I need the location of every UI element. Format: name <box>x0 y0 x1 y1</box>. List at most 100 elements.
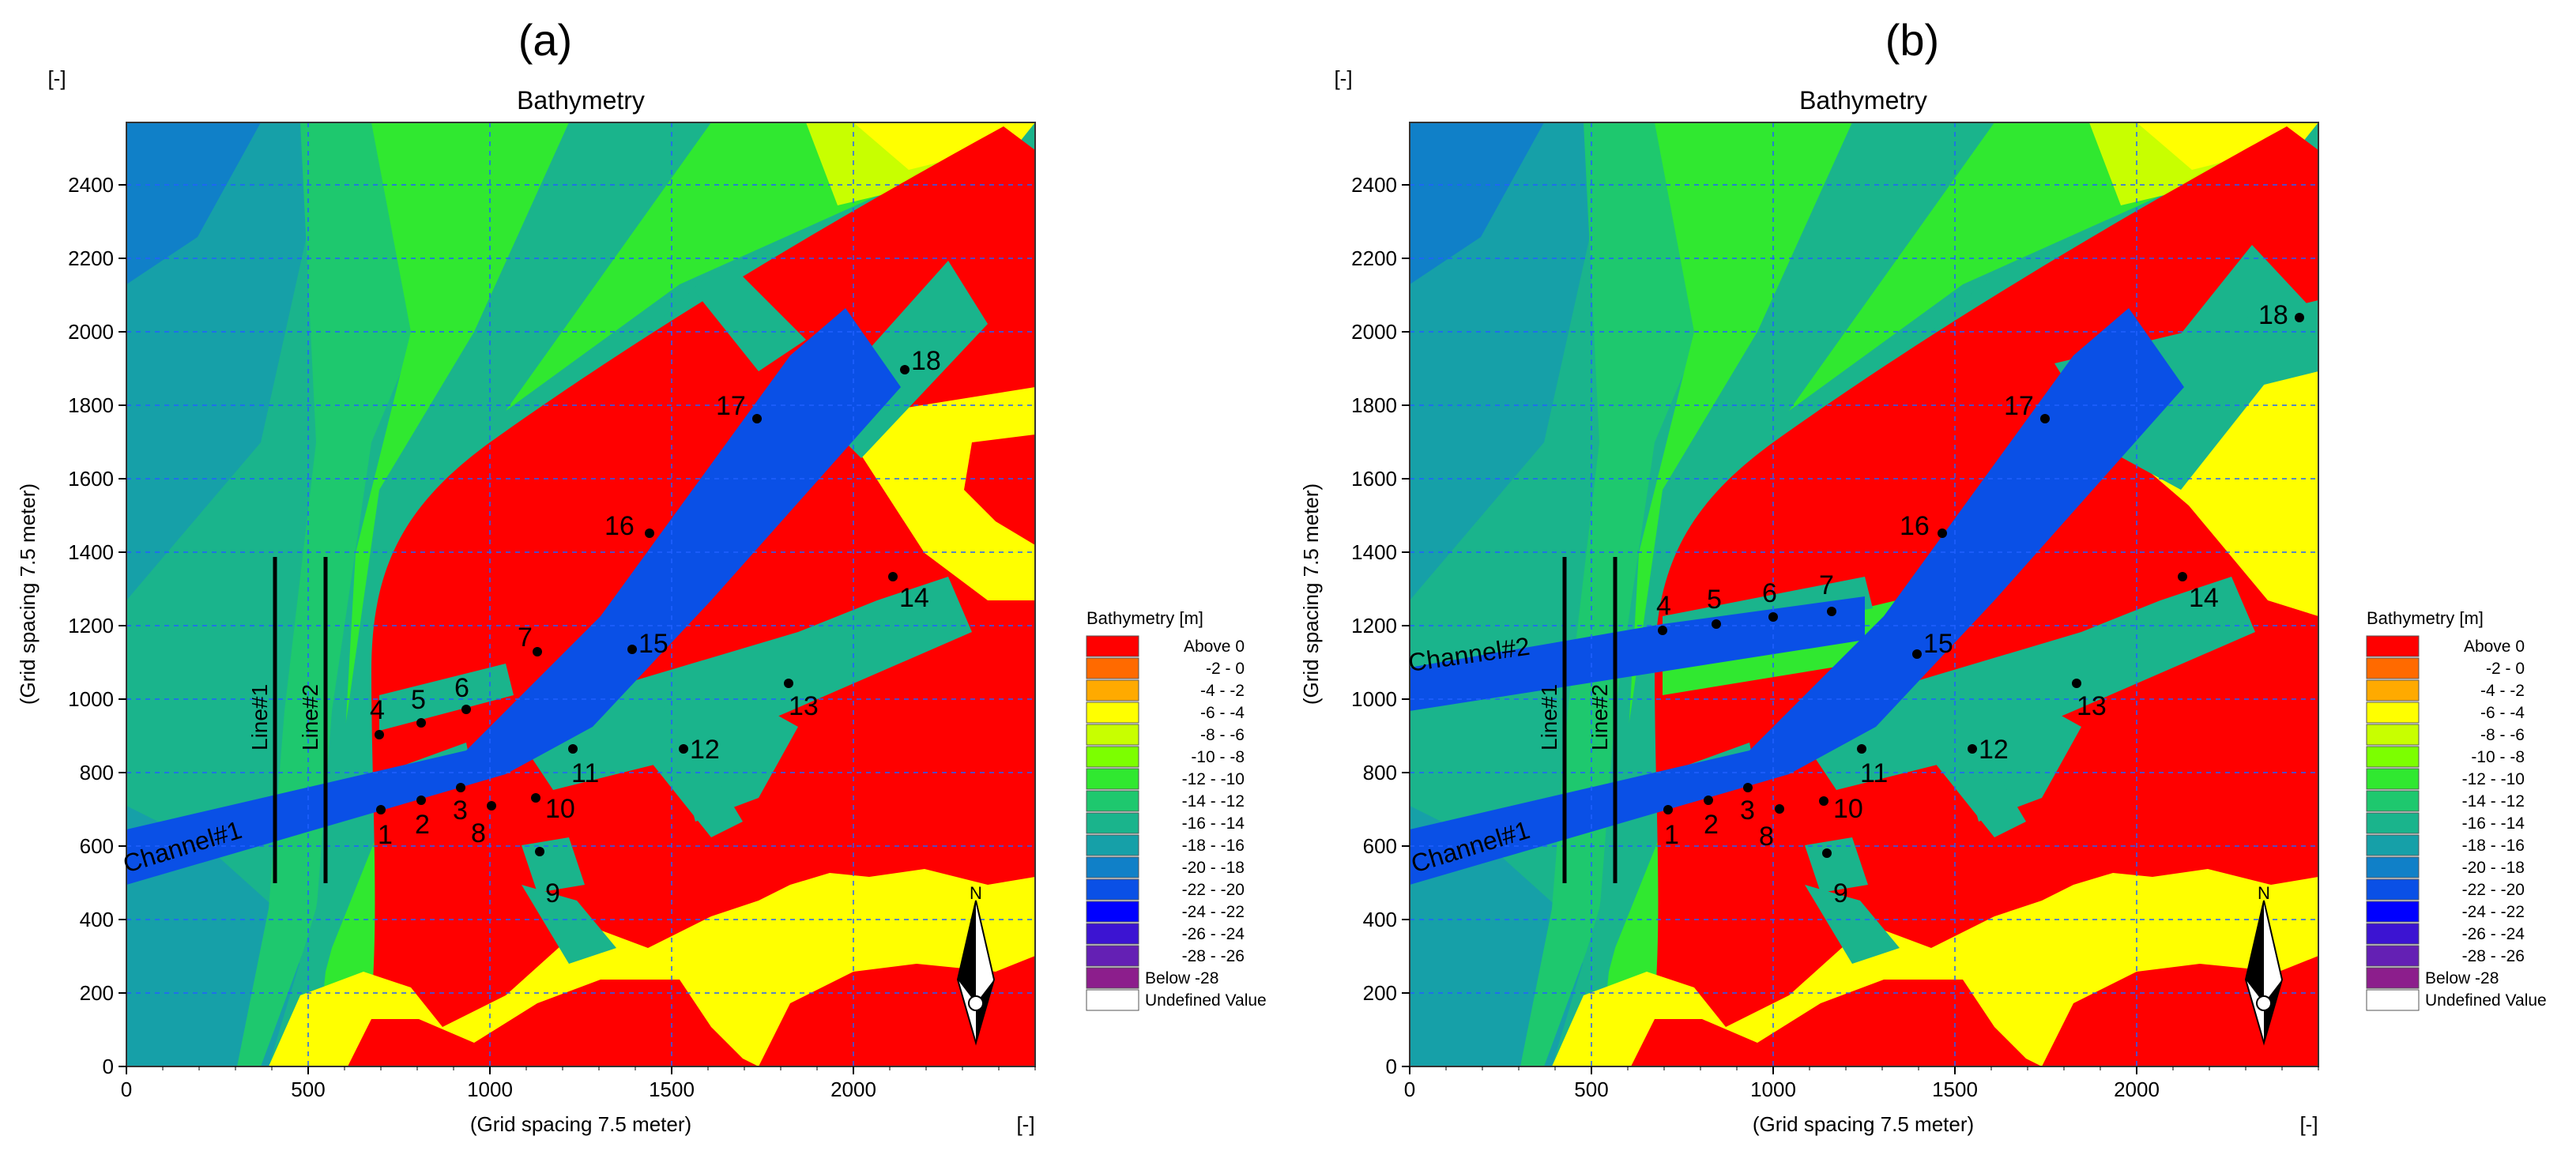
legend-label: -16 - -14 <box>2462 814 2525 833</box>
station-labels: 1 2 3 4 5 6 7 8 9 10 11 12 13 14 15 16 1… <box>1656 300 2288 908</box>
station-label: 17 <box>2004 391 2034 421</box>
station-label: 9 <box>545 878 560 908</box>
legend-label: -18 - -16 <box>1182 837 1245 855</box>
legend-label: -18 - -16 <box>2462 837 2525 855</box>
legend-swatch <box>2366 901 2420 923</box>
y-axis-label: (Grid spacing 7.5 meter) <box>16 483 40 705</box>
legend-label: Undefined Value <box>1145 991 1267 1010</box>
y-tick-label: 0 <box>103 1055 114 1078</box>
legend-swatch <box>2366 989 2420 1011</box>
station-label: 1 <box>378 820 393 850</box>
legend-swatch <box>2366 878 2420 901</box>
station-label: 10 <box>1833 794 1863 824</box>
legend-swatch <box>2366 856 2420 878</box>
map-title: Bathymetry <box>517 86 645 115</box>
station-label: 8 <box>1759 822 1774 852</box>
line-2-label: Line#2 <box>298 684 322 750</box>
legend-swatch <box>1086 967 1139 989</box>
x-axis-ticks: 0 500 1000 1500 2000 <box>121 1066 1036 1101</box>
legend-label: -20 - -18 <box>2462 859 2525 877</box>
legend-label: -24 - -22 <box>2462 903 2525 921</box>
legend-swatch <box>2366 834 2420 856</box>
station-label: 7 <box>1819 570 1834 600</box>
panel-caption: (b) <box>1885 15 1939 65</box>
x-tick-label: 2000 <box>2114 1078 2160 1101</box>
y-tick-label: 400 <box>1363 908 1397 931</box>
legend-swatch <box>1086 834 1139 856</box>
y-tick-label: 2400 <box>1351 173 1397 197</box>
y-tick-label: 2200 <box>1351 246 1397 270</box>
legend-label: -4 - -2 <box>1200 682 1245 700</box>
legend-label: -14 - -12 <box>2462 792 2525 811</box>
unit-y-label: [-] <box>1334 66 1352 90</box>
legend-label: Below -28 <box>1145 969 1218 987</box>
panel-b: (b) [-] Bathymetry <box>1299 15 2547 1136</box>
station-label: 8 <box>471 818 486 848</box>
station-label: 6 <box>454 673 469 703</box>
station-label: 11 <box>1860 758 1888 788</box>
line-1-label: Line#1 <box>247 684 272 750</box>
legend-swatch <box>1086 923 1139 945</box>
legend-title: Bathymetry [m] <box>1087 608 1203 628</box>
station-label: 1 <box>1664 820 1679 850</box>
station-label: 17 <box>716 391 746 421</box>
legend-label: Below -28 <box>2425 969 2499 987</box>
station-label: 18 <box>911 346 941 376</box>
legend-swatch <box>1086 878 1139 901</box>
legend-label: -10 - -8 <box>2471 748 2525 766</box>
y-tick-label: 1400 <box>1351 540 1397 564</box>
legend-label: -14 - -12 <box>1182 792 1245 811</box>
unit-x-label: [-] <box>2299 1112 2318 1136</box>
legend-swatch <box>1086 856 1139 878</box>
station-label: 15 <box>638 629 668 659</box>
station-label: 5 <box>1707 585 1722 615</box>
y-tick-label: 1200 <box>68 614 114 638</box>
legend-swatch <box>2366 679 2420 701</box>
legend-label: -16 - -14 <box>1182 814 1245 833</box>
svg-text:N: N <box>2258 883 2270 903</box>
legend-swatch <box>2366 701 2420 724</box>
x-tick-label: 0 <box>121 1078 132 1101</box>
legend: Bathymetry [m] Above 0 -2 - 0 -4 - -2 -6 - … <box>1086 608 1267 1011</box>
legend-label: -22 - -20 <box>2462 881 2525 899</box>
legend-swatch <box>2366 657 2420 679</box>
station-label: 5 <box>411 685 426 715</box>
legend-label: -28 - -26 <box>1182 947 1245 965</box>
station-label: 3 <box>453 796 468 826</box>
y-tick-label: 1400 <box>68 540 114 564</box>
unit-x-label: [-] <box>1016 1112 1034 1136</box>
y-tick-label: 600 <box>1363 834 1397 858</box>
station-label: 4 <box>1656 591 1671 621</box>
station-markers <box>1658 313 2304 858</box>
y-tick-label: 1600 <box>1351 467 1397 491</box>
map-area <box>1410 122 2318 1066</box>
y-tick-label: 2200 <box>68 246 114 270</box>
y-tick-label: 1600 <box>68 467 114 491</box>
panel-caption: (a) <box>518 15 572 65</box>
y-tick-label: 400 <box>80 908 114 931</box>
legend-swatch <box>1086 768 1139 790</box>
y-tick-label: 0 <box>1386 1055 1397 1078</box>
legend-swatch <box>1086 746 1139 768</box>
station-label: 2 <box>415 810 430 840</box>
y-axis-ticks: 0 200 400 600 800 1000 1200 1400 1600 1800 2000 220… <box>68 173 126 1078</box>
legend-swatch <box>1086 724 1139 746</box>
x-axis-label: (Grid spacing 7.5 meter) <box>1753 1112 1974 1136</box>
station-label: 13 <box>2077 691 2107 721</box>
legend-label: -20 - -18 <box>1182 859 1245 877</box>
legend-label: -2 - 0 <box>2486 660 2525 678</box>
map-title: Bathymetry <box>1799 86 1927 115</box>
station-label: 10 <box>545 794 575 824</box>
legend-swatch <box>1086 679 1139 701</box>
legend-swatch <box>2366 746 2420 768</box>
y-tick-label: 600 <box>80 834 114 858</box>
station-label: 3 <box>1740 796 1755 826</box>
legend-title: Bathymetry [m] <box>2367 608 2484 628</box>
y-tick-label: 2400 <box>68 173 114 197</box>
y-tick-label: 800 <box>80 761 114 784</box>
y-tick-label: 1000 <box>68 687 114 711</box>
x-tick-label: 1500 <box>1932 1078 1978 1101</box>
svg-text:N: N <box>970 883 982 903</box>
legend: Bathymetry [m] Above 0 -2 - 0 -4 - -2 -6 - … <box>2366 608 2547 1011</box>
